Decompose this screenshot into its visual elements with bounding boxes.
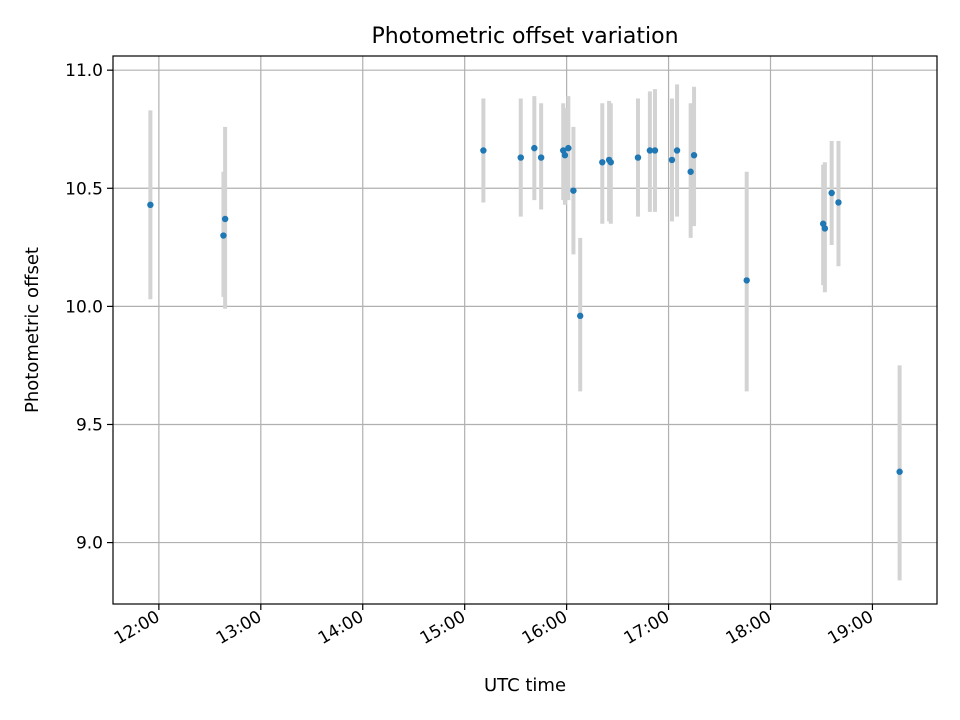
plot-frame	[112, 55, 938, 605]
data-point	[147, 201, 154, 209]
x-axis-label: UTC time	[484, 675, 566, 696]
y-axis-label: Photometric offset	[22, 247, 43, 413]
y-axis-ticks: 9.0 9.5 10.0 10.5 11.0	[65, 61, 113, 554]
data-point	[743, 277, 750, 284]
data-point	[221, 215, 229, 223]
data-point	[687, 168, 694, 175]
grid	[113, 56, 937, 604]
data-point	[690, 152, 698, 159]
data-point	[835, 199, 842, 206]
chart-title: Photometric offset variation	[371, 24, 678, 49]
data-point	[821, 225, 829, 232]
data-point	[673, 147, 681, 154]
data-point	[828, 189, 835, 197]
data-point	[651, 147, 659, 154]
data-points	[147, 144, 903, 475]
data-point	[220, 232, 227, 239]
data-point	[480, 147, 487, 154]
y-tick-label: 9.0	[76, 534, 103, 554]
data-point	[517, 154, 524, 161]
data-point	[634, 154, 642, 161]
data-point	[561, 152, 569, 159]
y-tick-label: 10.0	[65, 297, 103, 317]
data-point	[607, 159, 614, 166]
data-point	[599, 159, 606, 166]
data-point	[668, 156, 676, 164]
y-tick-label: 9.5	[76, 415, 103, 435]
data-point	[537, 154, 545, 161]
data-point	[896, 468, 903, 475]
data-point	[646, 147, 654, 154]
y-tick-label: 11.0	[65, 61, 103, 81]
data-point	[531, 144, 538, 152]
data-point	[565, 144, 572, 152]
data-point	[570, 187, 577, 194]
data-point	[577, 312, 584, 320]
y-tick-label: 10.5	[65, 179, 103, 199]
